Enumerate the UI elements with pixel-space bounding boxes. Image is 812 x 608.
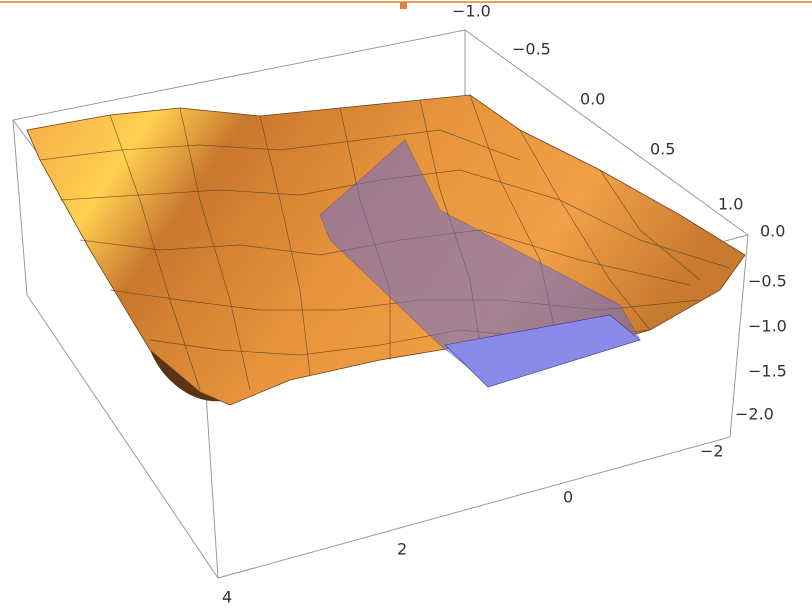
tick-label: 0 xyxy=(563,488,573,507)
tick-label: 2 xyxy=(397,540,407,559)
tick-label: −0.5 xyxy=(512,40,551,59)
tick-label: 1.0 xyxy=(718,195,743,214)
tick-label: −1.0 xyxy=(452,2,491,21)
y-axis-ticks: −1.0 −0.5 0.0 0.5 1.0 xyxy=(452,2,743,214)
plane-lower xyxy=(444,314,641,388)
tick-label: −0.5 xyxy=(748,272,787,291)
tick-label: 4 xyxy=(222,588,232,607)
x-axis-ticks: −2 0 2 4 xyxy=(222,442,724,607)
tick-label: −1.0 xyxy=(748,317,787,336)
z-axis-ticks: 0.0 −0.5 −1.0 −1.5 −2.0 xyxy=(735,222,787,424)
tick-label: 0.0 xyxy=(760,222,785,241)
tick-label: −2.0 xyxy=(735,405,774,424)
tick-label: −1.5 xyxy=(748,362,787,381)
tick-label: 0.0 xyxy=(580,90,605,109)
tick-label: −2 xyxy=(700,442,724,461)
resize-handle[interactable] xyxy=(400,2,407,9)
tick-label: 0.5 xyxy=(650,140,675,159)
